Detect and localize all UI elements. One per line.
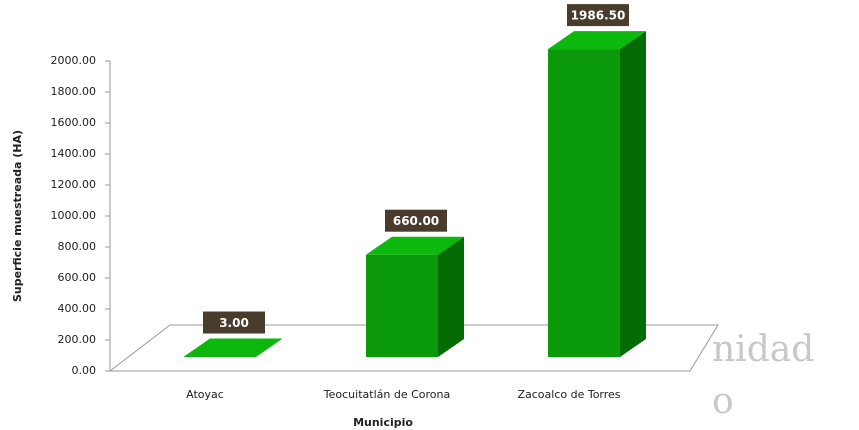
y-tick-label: 800.00 <box>58 240 97 253</box>
bar-top <box>366 236 464 255</box>
y-tick-label: 1400.00 <box>51 147 97 160</box>
value-label-box <box>567 4 629 27</box>
bar-top <box>184 338 282 357</box>
y-tick-label: 400.00 <box>58 302 97 315</box>
bar-side <box>256 338 282 357</box>
y-axis-label: Superficie muestreada (HA) <box>11 130 24 302</box>
y-tick-label: 1000.00 <box>51 209 97 222</box>
value-label-box <box>385 209 447 232</box>
x-tick-label: Zacoalco de Torres <box>517 388 620 401</box>
y-tick-label: 200.00 <box>58 333 97 346</box>
y-tick-label: 1800.00 <box>51 85 97 98</box>
value-label: 1986.50 <box>571 9 626 23</box>
bar-side <box>620 31 646 358</box>
x-tick-label: Teocuitatlán de Corona <box>323 388 450 401</box>
y-tick-label: 2000.00 <box>51 54 97 67</box>
bar <box>366 254 438 357</box>
bar <box>548 49 620 357</box>
y-tick-label: 0.00 <box>72 364 97 377</box>
value-label: 660.00 <box>393 214 439 228</box>
bar-side <box>438 236 464 357</box>
watermark: nidad <box>712 329 814 370</box>
value-label-box <box>203 311 265 334</box>
y-tick-label: 1200.00 <box>51 178 97 191</box>
bar-top <box>548 31 646 50</box>
watermark: o <box>712 381 734 422</box>
y-tick-label: 1600.00 <box>51 116 97 129</box>
x-axis-label: Municipio <box>353 416 413 429</box>
value-label: 3.00 <box>219 316 249 330</box>
x-tick-label: Atoyac <box>186 388 224 401</box>
y-tick-label: 600.00 <box>58 271 97 284</box>
